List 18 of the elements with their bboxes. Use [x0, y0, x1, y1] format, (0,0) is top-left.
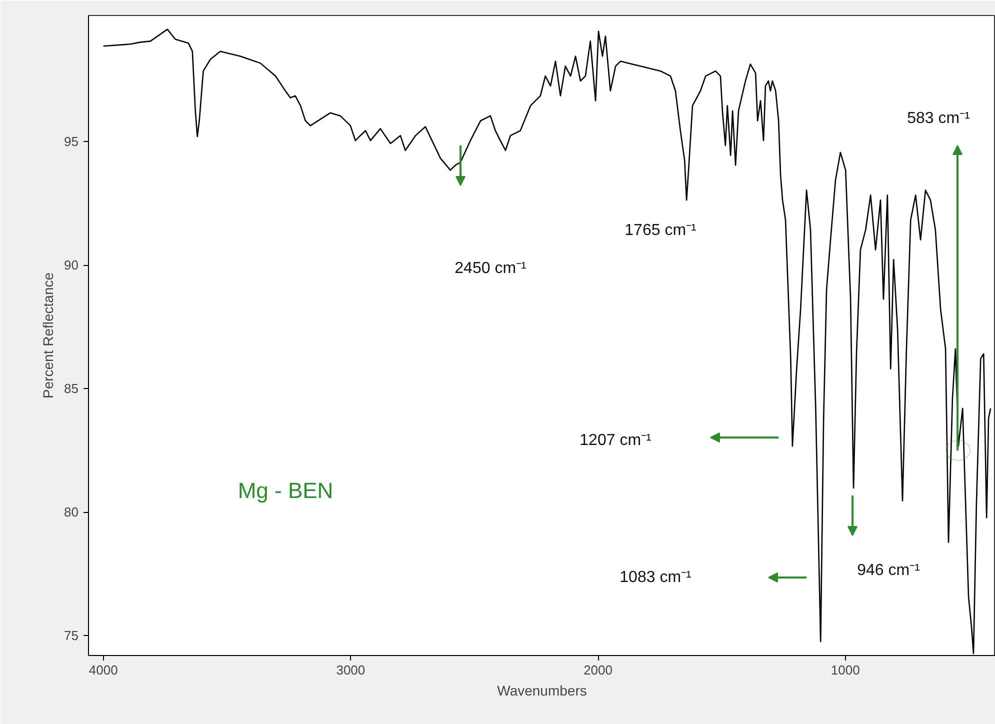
x-tick-label: 1000	[830, 662, 860, 678]
y-tick-label: 90	[64, 258, 79, 273]
y-tick-label: 85	[64, 381, 79, 396]
annotation: 1083 cm⁻¹	[620, 569, 692, 586]
annotation: 1207 cm⁻¹	[580, 432, 652, 449]
x-axis-title: Wavenumbers	[497, 682, 587, 698]
y-tick-label: 80	[64, 504, 79, 520]
x-tick-label: 2000	[584, 662, 612, 678]
x-tick-label: 3000	[336, 662, 366, 678]
annotation: Mg - BEN	[238, 478, 334, 503]
annotation: 583 cm⁻¹	[907, 110, 970, 127]
x-tick-label: 4000	[88, 662, 118, 678]
y-tick-label: 95	[64, 134, 79, 150]
annotation: 2450 cm⁻¹	[454, 260, 526, 277]
y-axis-title: Percent Reflectance	[40, 272, 56, 399]
y-tick-label: 75	[64, 628, 79, 644]
annotation: 1765 cm⁻¹	[624, 222, 696, 239]
annotation: 946 cm⁻¹	[857, 562, 920, 579]
